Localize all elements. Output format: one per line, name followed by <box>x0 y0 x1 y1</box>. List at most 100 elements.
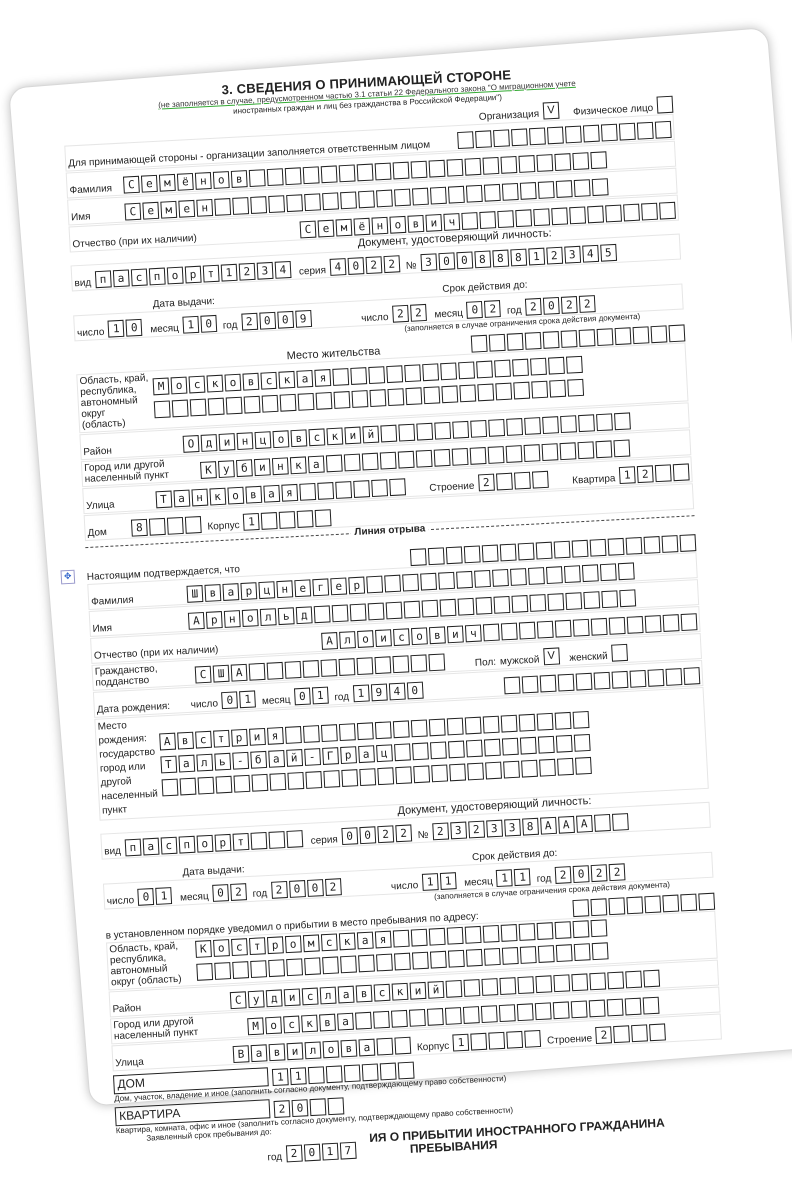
char-cell[interactable] <box>555 734 573 753</box>
char-cell[interactable] <box>217 460 235 479</box>
char-cell[interactable] <box>343 453 361 472</box>
char-cell[interactable] <box>125 318 143 337</box>
char-cell[interactable] <box>426 1008 444 1026</box>
char-cell[interactable] <box>166 266 184 285</box>
char-cell[interactable] <box>578 329 596 347</box>
char-cell[interactable] <box>643 969 661 988</box>
char-cell[interactable] <box>515 209 533 228</box>
char-cell[interactable] <box>428 626 446 645</box>
char-cell[interactable] <box>266 168 284 187</box>
char-cell[interactable] <box>590 151 608 170</box>
char-cell[interactable] <box>482 156 500 175</box>
char-cell[interactable] <box>560 330 578 348</box>
char-cell[interactable] <box>519 945 537 964</box>
char-cell[interactable] <box>230 883 247 901</box>
char-cell[interactable] <box>376 767 394 786</box>
char-cell[interactable] <box>505 445 523 463</box>
char-cell[interactable] <box>578 414 595 433</box>
char-cell[interactable] <box>473 250 491 269</box>
char-cell[interactable] <box>516 1003 534 1022</box>
char-cell[interactable] <box>439 598 457 617</box>
char-cell[interactable] <box>380 424 398 443</box>
char-cell[interactable] <box>524 331 542 350</box>
char-cell[interactable] <box>369 389 387 407</box>
char-cell[interactable] <box>94 270 112 289</box>
char-cell[interactable] <box>513 381 531 400</box>
char-cell[interactable] <box>178 199 196 218</box>
char-cell[interactable] <box>388 682 406 701</box>
char-cell[interactable] <box>267 749 285 768</box>
char-cell[interactable] <box>374 656 392 675</box>
char-cell[interactable] <box>416 422 434 441</box>
char-cell[interactable] <box>212 884 229 902</box>
char-cell[interactable] <box>358 1038 376 1057</box>
char-cell[interactable] <box>456 570 473 589</box>
char-cell[interactable] <box>521 817 539 836</box>
char-cell[interactable] <box>130 268 148 287</box>
char-cell[interactable] <box>531 470 549 489</box>
guest-valid-day[interactable]: 11 <box>421 872 463 891</box>
char-cell[interactable] <box>200 461 217 479</box>
char-cell[interactable] <box>488 419 506 437</box>
char-cell[interactable] <box>554 920 572 939</box>
char-cell[interactable] <box>518 155 536 173</box>
char-cell[interactable] <box>303 748 321 766</box>
char-cell[interactable] <box>376 189 393 208</box>
char-cell[interactable] <box>196 834 214 853</box>
char-cell[interactable] <box>599 243 617 262</box>
char-cell[interactable] <box>240 312 258 331</box>
char-cell[interactable] <box>448 763 466 782</box>
char-cell[interactable] <box>422 363 440 382</box>
char-cell[interactable] <box>479 211 497 229</box>
char-cell[interactable] <box>463 979 481 997</box>
char-cell[interactable] <box>582 124 600 143</box>
char-cell[interactable] <box>569 206 587 225</box>
char-cell[interactable] <box>632 326 650 345</box>
char-cell[interactable] <box>572 711 589 729</box>
char-cell[interactable] <box>204 584 222 602</box>
char-cell[interactable] <box>227 486 244 505</box>
char-cell[interactable] <box>583 591 601 610</box>
char-cell[interactable] <box>542 296 560 315</box>
char-cell[interactable] <box>356 163 374 182</box>
char-cell[interactable] <box>383 255 401 274</box>
char-cell[interactable] <box>618 466 636 485</box>
char-cell[interactable] <box>261 394 279 413</box>
char-cell[interactable] <box>475 596 493 615</box>
char-cell[interactable] <box>421 873 439 891</box>
char-cell[interactable] <box>500 156 518 174</box>
char-cell[interactable] <box>537 181 555 199</box>
char-cell[interactable] <box>213 961 231 980</box>
char-cell[interactable] <box>452 420 470 439</box>
guest-issue-day[interactable]: 01 <box>137 887 179 906</box>
char-cell[interactable] <box>218 433 236 451</box>
char-cell[interactable] <box>277 607 295 626</box>
char-cell[interactable] <box>573 733 591 752</box>
char-cell[interactable] <box>319 1013 336 1032</box>
char-cell[interactable] <box>554 619 572 638</box>
char-cell[interactable] <box>571 539 589 558</box>
char-cell[interactable] <box>552 1001 570 1020</box>
char-cell[interactable] <box>625 536 643 555</box>
char-cell[interactable] <box>587 205 605 224</box>
char-cell[interactable] <box>356 722 374 741</box>
char-cell[interactable] <box>644 615 662 633</box>
char-cell[interactable] <box>524 417 542 435</box>
char-cell[interactable] <box>428 653 446 672</box>
char-cell[interactable] <box>599 563 617 582</box>
char-cell[interactable] <box>158 173 176 192</box>
char-cell[interactable] <box>470 334 488 353</box>
char-cell[interactable] <box>306 879 324 897</box>
char-cell[interactable] <box>304 1041 322 1060</box>
char-cell[interactable] <box>680 893 698 912</box>
char-cell[interactable] <box>191 488 208 507</box>
char-cell[interactable] <box>338 932 356 950</box>
organization-checkbox[interactable]: V <box>542 101 560 120</box>
char-cell[interactable] <box>487 446 505 464</box>
char-cell[interactable] <box>394 1036 412 1055</box>
char-cell[interactable] <box>261 512 278 530</box>
char-cell[interactable] <box>573 942 591 961</box>
char-cell[interactable] <box>289 1067 307 1086</box>
char-cell[interactable] <box>518 922 536 941</box>
char-cell[interactable] <box>547 593 565 611</box>
